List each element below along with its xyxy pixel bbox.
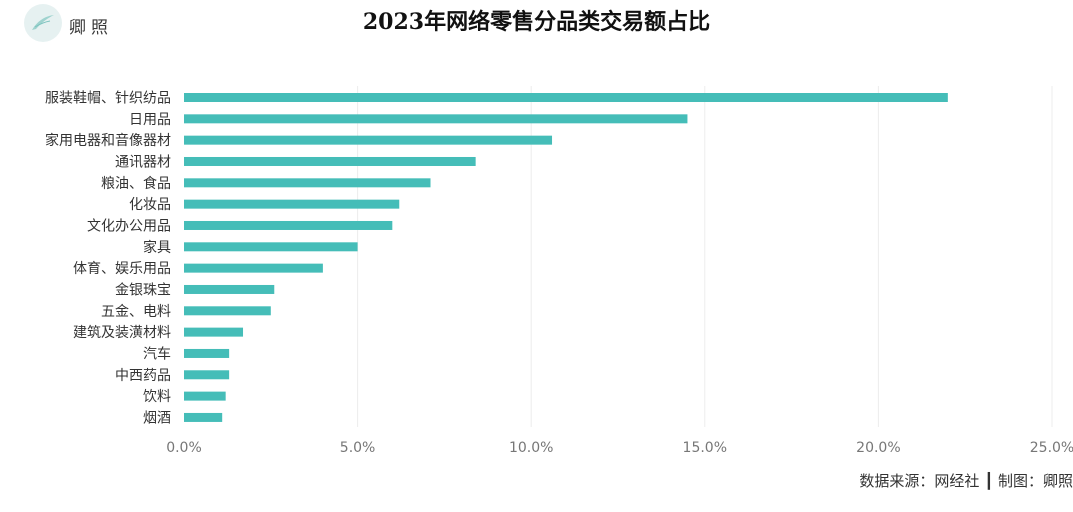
x-tick-label: 10.0% [509,440,553,456]
bar [184,306,271,316]
logo-text: 卿照 [69,18,113,38]
logo-icon [24,4,62,42]
x-tick-label: 0.0% [166,440,202,456]
category-label: 建筑及装潢材料 [73,325,171,341]
category-label: 烟酒 [143,410,171,426]
category-label: 体育、娱乐用品 [73,261,171,277]
category-label: 通讯器材 [115,154,171,170]
bar [184,135,553,145]
category-label: 中西药品 [115,368,171,384]
category-label: 饮料 [143,389,171,405]
bar [184,242,358,252]
bar [184,114,688,124]
category-label: 服装鞋帽、针织纺品 [45,91,171,107]
bar [184,156,476,166]
bar [184,391,226,401]
bar [184,327,244,337]
x-tick-label: 5.0% [340,440,376,456]
bar [184,412,223,422]
category-label: 文化办公用品 [87,218,171,234]
bar [184,220,393,230]
category-label: 化妆品 [129,197,171,213]
category-label: 粮油、食品 [101,175,171,192]
bar [184,284,275,294]
bar [184,178,431,188]
x-tick-label: 20.0% [856,440,900,456]
category-label: 家用电器和音像器材 [45,132,171,149]
category-label: 日用品 [129,112,171,128]
category-label: 金银珠宝 [115,282,171,298]
category-label: 汽车 [143,345,171,362]
chart-title: 2023年网络零售分品类交易额占比 [362,9,711,35]
bar [184,199,400,209]
x-tick-label: 15.0% [683,440,727,456]
category-label: 家具 [143,239,171,256]
bar [184,93,948,102]
bar [184,370,230,380]
bar [184,263,323,273]
bar [184,348,230,358]
source-note: 数据来源：网经社 ┃ 制图：卿照 [859,472,1073,490]
x-tick-label: 25.0% [1030,440,1073,456]
category-label: 五金、电料 [101,304,171,320]
logo: 卿照 [24,4,154,44]
